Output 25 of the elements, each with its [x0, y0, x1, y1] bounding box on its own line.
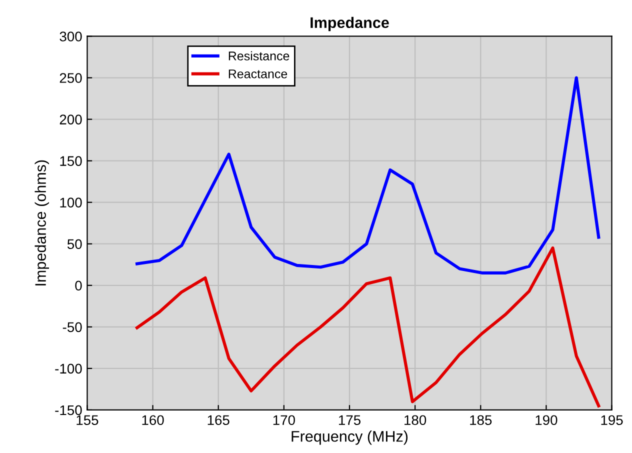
- y-axis-title: Impedance (ohms): [34, 160, 50, 286]
- legend-label: Resistance: [228, 51, 290, 60]
- y-tick-label: 250: [60, 73, 82, 83]
- chart-title: Impedance: [310, 16, 389, 32]
- legend-label: Reactance: [228, 70, 288, 78]
- x-tick-label: 195: [601, 415, 623, 426]
- y-tick-label: -50: [62, 322, 82, 332]
- x-tick-label: 185: [470, 415, 492, 426]
- x-tick-label: 190: [536, 415, 558, 426]
- y-tick-label: 50: [67, 239, 82, 250]
- x-tick-label: 165: [208, 415, 230, 426]
- line-series: [136, 246, 600, 408]
- y-tick-label: 200: [60, 114, 82, 124]
- x-tick-label: 155: [76, 415, 98, 426]
- y-tick-label: -150: [55, 405, 82, 416]
- y-tick-label: -100: [55, 364, 82, 374]
- x-axis-title: Frequency (MHz): [292, 430, 408, 445]
- y-tick-label: 300: [60, 32, 82, 42]
- x-tick-label: 180: [404, 415, 426, 426]
- x-tick-label: 175: [338, 415, 360, 426]
- y-tick-label: 0: [75, 280, 82, 291]
- y-tick-label: 150: [60, 156, 82, 166]
- y-tick-label: 100: [60, 198, 82, 208]
- x-tick-label: 160: [142, 415, 164, 426]
- x-tick-label: 170: [273, 415, 295, 426]
